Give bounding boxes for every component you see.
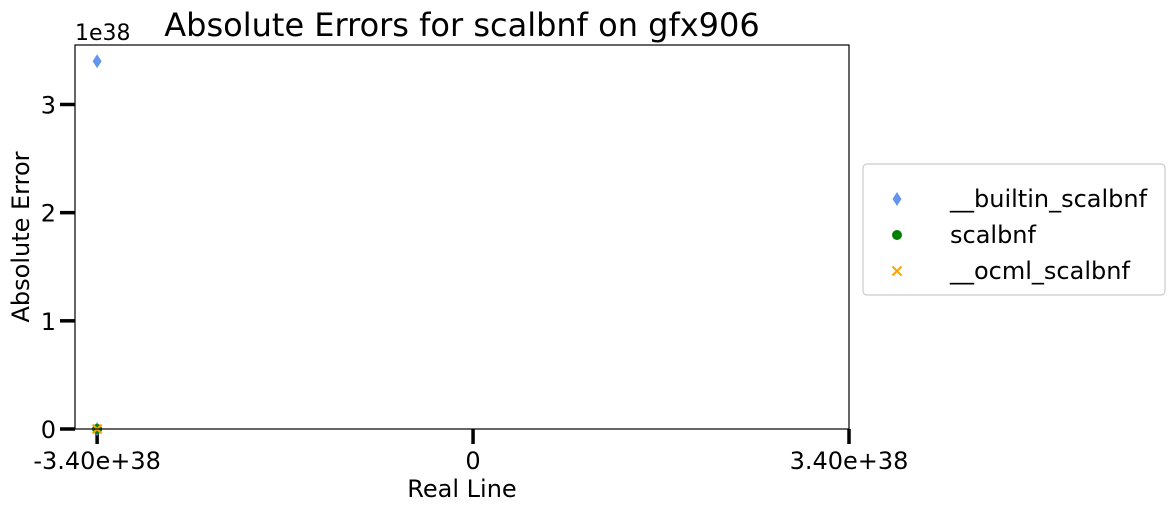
legend-marker-1 [892, 230, 902, 240]
x-tick-label-2: 3.40e+38 [790, 447, 909, 475]
legend-marker-0 [892, 192, 902, 206]
legend-label-1: scalbnf [950, 221, 1037, 249]
chart-title: Absolute Errors for scalbnf on gfx906 [164, 6, 759, 44]
y-tick-label-3: 3 [41, 91, 56, 119]
y-axis-label: Absolute Error [7, 151, 35, 322]
plot-frame [74, 44, 850, 430]
plot-area: -3.40e+38 0 3.40e+38 0 1 2 3 [33, 54, 908, 475]
x-tick-label-1: 0 [465, 447, 480, 475]
x-tick-label-0: -3.40e+38 [33, 447, 161, 475]
legend-box [862, 163, 1166, 296]
x-axis-label: Real Line [407, 475, 516, 503]
data-point-0-0 [92, 54, 102, 69]
y-tick-label-0: 0 [41, 416, 56, 444]
y-offset-label: 1e38 [75, 21, 131, 46]
legend-marker-2 [891, 265, 903, 277]
legend-label-0: __builtin_scalbnf [949, 185, 1148, 213]
y-tick-label-1: 1 [41, 308, 56, 336]
legend-label-2: __ocml_scalbnf [949, 257, 1130, 285]
y-tick-label-2: 2 [41, 200, 56, 228]
